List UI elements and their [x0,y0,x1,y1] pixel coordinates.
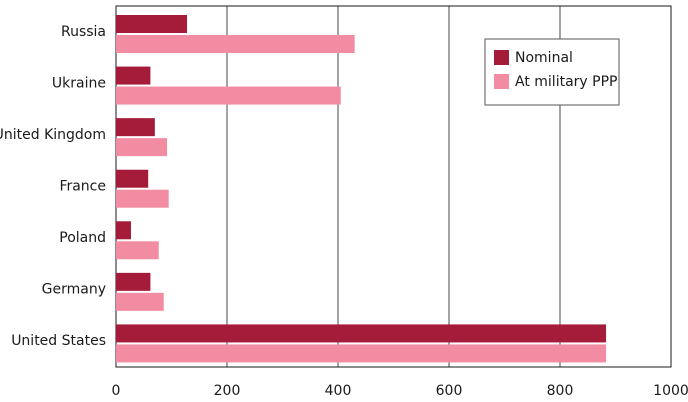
bar-united-kingdom-nominal [116,118,155,137]
x-tick-label-1000: 1000 [653,383,688,399]
bar-ukraine-nominal [116,66,151,85]
bar-russia-at-military-ppp [116,35,355,53]
bar-poland-at-military-ppp [116,241,159,260]
x-tick-label-800: 800 [547,383,574,399]
bar-ukraine-at-military-ppp [116,86,341,105]
legend-box [484,38,620,106]
category-label-germany: Germany [42,282,106,298]
category-label-poland: Poland [59,230,106,246]
y-axis-categories: Russia Ukraine United Kingdom France Poland G… [0,24,106,349]
x-tick-label-200: 200 [214,383,241,399]
legend-swatch-at-military-ppp [494,74,509,89]
bar-united-kingdom-at-military-ppp [116,138,168,157]
bars [116,15,607,363]
category-label-united-kingdom: United Kingdom [0,127,106,143]
x-tick-label-400: 400 [325,383,352,399]
bar-germany-nominal [116,272,151,291]
bar-poland-nominal [116,221,131,240]
category-label-france: France [59,179,106,195]
category-label-ukraine: Ukraine [52,75,106,91]
category-label-russia: Russia [61,24,106,40]
x-axis-ticks: 0 200 400 600 800 1000 [112,383,688,399]
category-label-united-states: United States [11,333,106,349]
bar-united-states-at-military-ppp [116,344,607,363]
bar-united-states-nominal [116,324,607,343]
x-tick-label-0: 0 [112,383,121,399]
bar-france-at-military-ppp [116,189,169,208]
x-tick-label-600: 600 [436,383,463,399]
legend-label-nominal: Nominal [515,50,573,66]
bar-germany-at-military-ppp [116,292,164,311]
bar-russia-nominal [116,15,188,33]
legend: Nominal At military PPP [484,38,620,106]
legend-swatch-nominal [494,50,509,65]
bar-france-nominal [116,169,149,188]
legend-label-at-military-ppp: At military PPP [515,74,617,90]
